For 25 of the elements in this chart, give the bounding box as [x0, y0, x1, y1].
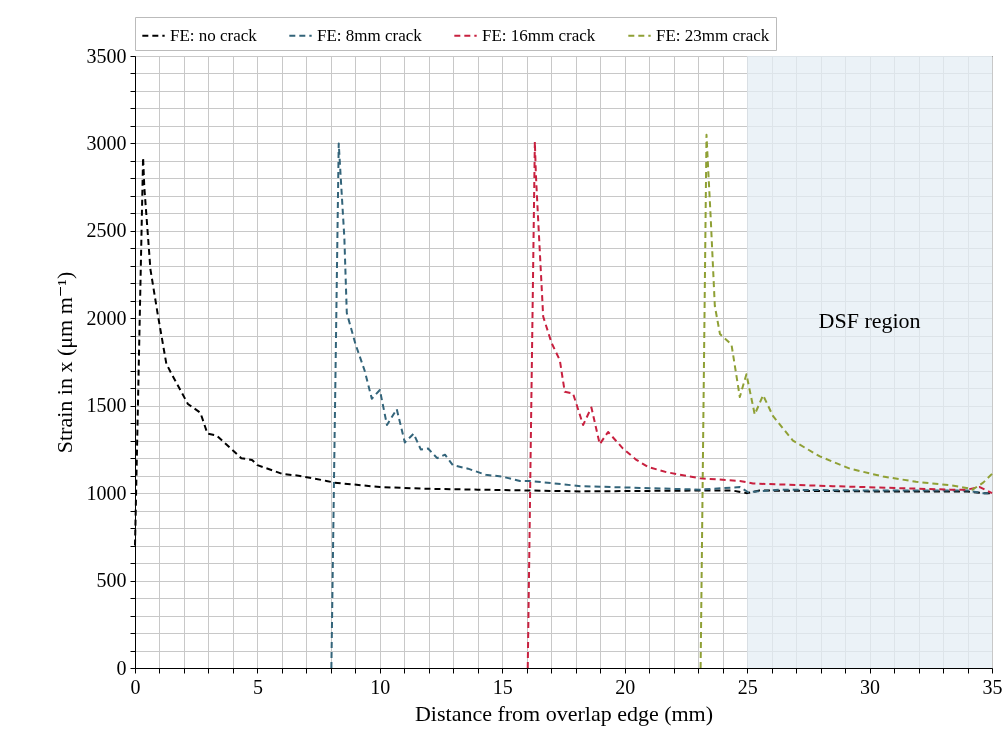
x-axis-title: Distance from overlap edge (mm)	[414, 700, 714, 726]
x-tick-label: 20	[615, 675, 636, 698]
x-tick-label: 10	[370, 675, 391, 698]
y-tick-label: 3000	[86, 131, 127, 154]
y-tick-label: 3500	[86, 44, 127, 67]
y-tick-label: 0	[116, 656, 127, 679]
y-axis-title: Strain in x (μm m⁻¹)	[51, 271, 77, 454]
legend-label: FE: no crack	[170, 25, 258, 45]
y-tick-label: 2000	[86, 306, 127, 329]
x-tick-label: 5	[252, 675, 263, 698]
band-label: DSF region	[818, 308, 921, 333]
line-series	[526, 140, 993, 669]
y-tick-label: 1500	[86, 394, 127, 417]
legend-label: FE: 23mm crack	[656, 25, 770, 45]
legend-label: FE: 8mm crack	[317, 25, 423, 45]
y-tick-label: 2500	[86, 219, 127, 242]
x-tick-label: 30	[860, 675, 881, 698]
x-tick-label: 35	[982, 675, 1003, 698]
legend-label: FE: 16mm crack	[482, 25, 596, 45]
y-tick-label: 1000	[86, 481, 127, 504]
line-series	[699, 133, 993, 669]
y-tick-label: 500	[96, 569, 127, 592]
x-tick-label: 15	[492, 675, 513, 698]
x-tick-label: 25	[737, 675, 758, 698]
x-tick-label: 0	[130, 675, 141, 698]
